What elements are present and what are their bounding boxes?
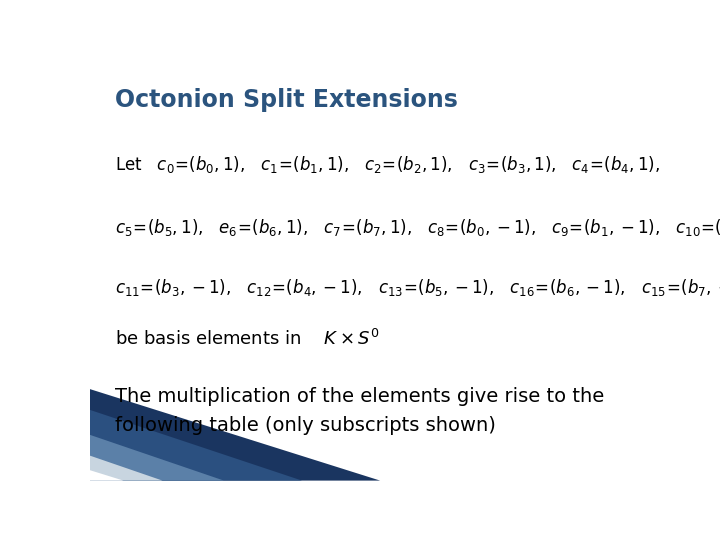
Polygon shape (90, 456, 163, 481)
Polygon shape (90, 470, 124, 481)
Text: $c_{11}\!=\!(b_3,-1)$,   $c_{12}\!=\!(b_4,-1)$,   $c_{13}\!=\!(b_5,-1)$,   $c_{1: $c_{11}\!=\!(b_3,-1)$, $c_{12}\!=\!(b_4,… (115, 277, 720, 298)
Polygon shape (90, 410, 302, 481)
Text: be basis elements in    $K \times S^0$: be basis elements in $K \times S^0$ (115, 329, 379, 349)
Text: The multiplication of the elements give rise to the: The multiplication of the elements give … (115, 387, 604, 406)
Text: $c_5\!=\!(b_5,1)$,   $e_6\!=\!(b_6,1)$,   $c_7\!=\!(b_7,1)$,   $c_8\!=\!(b_0,-1): $c_5\!=\!(b_5,1)$, $e_6\!=\!(b_6,1)$, $c… (115, 217, 720, 238)
Polygon shape (90, 389, 380, 481)
Text: Let   $c_0\!=\!(b_0,1)$,   $c_1\!=\!(b_1,1)$,   $c_2\!=\!(b_2,1)$,   $c_3\!=\!(b: Let $c_0\!=\!(b_0,1)$, $c_1\!=\!(b_1,1)$… (115, 154, 660, 175)
Text: following table (only subscripts shown): following table (only subscripts shown) (115, 416, 496, 435)
Polygon shape (90, 435, 224, 481)
Text: Octonion Split Extensions: Octonion Split Extensions (115, 87, 458, 112)
